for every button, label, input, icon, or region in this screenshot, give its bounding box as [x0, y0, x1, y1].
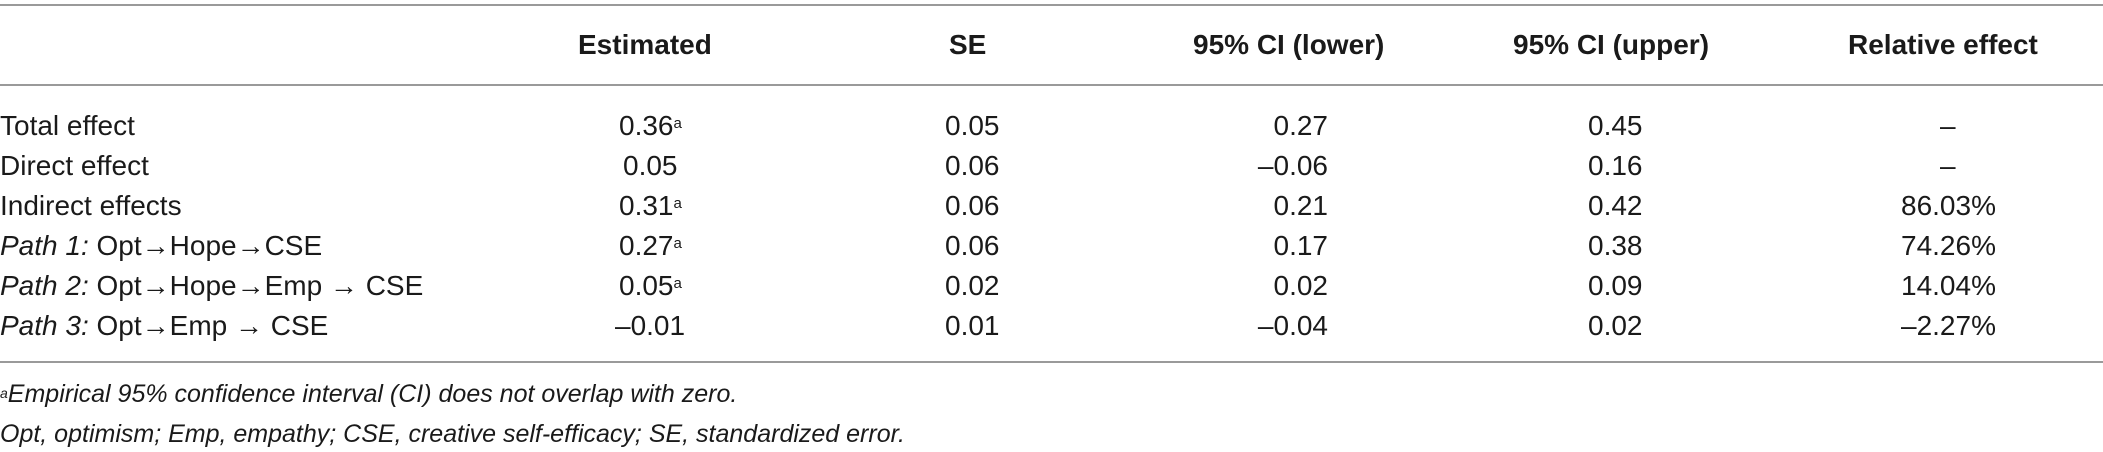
cell-ci-lower-value: –0.06 — [1257, 150, 1328, 181]
cell-ci-upper: 0.42 — [1588, 186, 1643, 226]
cell-relative-effect-value: 74.26% — [1901, 230, 1996, 261]
cell-ci-upper-value: 0.45 — [1588, 110, 1643, 141]
cell-se-value: 0.06 — [945, 230, 1000, 261]
row-label: Path 3: Opt→Emp → CSE — [0, 306, 328, 346]
cell-ci-upper: 0.02 — [1588, 306, 1643, 346]
table-bottom-rule — [0, 361, 2103, 363]
cell-estimated: 0.05 — [623, 146, 678, 186]
row-label-text: Indirect effects — [0, 190, 182, 221]
cell-relative-effect-value: – — [1940, 110, 1956, 141]
row-label: Total effect — [0, 106, 135, 146]
row-label-text: Opt→Hope→CSE — [88, 230, 323, 261]
cell-se-value: 0.06 — [945, 150, 1000, 181]
header-estimated: Estimated — [578, 29, 712, 60]
table-top-rule — [0, 4, 2103, 6]
row-label: Direct effect — [0, 146, 149, 186]
cell-ci-lower: 0.27 — [1274, 106, 1329, 146]
cell-ci-lower-value: –0.04 — [1257, 310, 1328, 341]
cell-ci-lower: –0.06 — [1258, 146, 1328, 186]
row-label-text: Opt→Hope→Emp → CSE — [88, 270, 424, 301]
cell-estimated-value: 0.36 — [619, 110, 674, 141]
cell-ci-upper-value: 0.09 — [1588, 270, 1643, 301]
cell-estimated: 0.31a — [619, 186, 682, 226]
cell-ci-upper: 0.16 — [1588, 146, 1643, 186]
table-row: Path 2: Opt→Hope→Emp → CSE 0.05a 0.02 0.02 0… — [0, 266, 2103, 306]
path-prefix: Path 1: — [0, 230, 89, 261]
cell-relative-effect-value: –2.27% — [1901, 310, 1996, 341]
table-row: Indirect effects 0.31a 0.06 0.21 0.42 86.03% — [0, 186, 2103, 226]
cell-ci-lower: 0.17 — [1274, 226, 1329, 266]
header-se: SE — [949, 29, 987, 60]
header-ci-lower: 95% CI (lower) — [1193, 29, 1385, 60]
row-label: Path 2: Opt→Hope→Emp → CSE — [0, 266, 423, 306]
cell-ci-upper-value: 0.16 — [1588, 150, 1643, 181]
table-header-rule — [0, 84, 2103, 86]
cell-ci-lower-value: 0.02 — [1273, 270, 1329, 301]
cell-estimated: 0.05a — [619, 266, 682, 306]
cell-se: 0.01 — [945, 306, 1000, 346]
row-label-text: Opt→Emp → CSE — [88, 310, 329, 341]
significance-marker: a — [673, 115, 682, 132]
cell-se-value: 0.01 — [945, 310, 1000, 341]
cell-relative-effect-value: – — [1940, 150, 1956, 181]
path-prefix: Path 2: — [0, 270, 89, 301]
footnote-a-marker: a — [0, 385, 8, 401]
cell-se: 0.06 — [945, 226, 1000, 266]
significance-marker: a — [673, 195, 682, 212]
cell-estimated-value: –0.01 — [615, 310, 686, 341]
cell-relative-effect-value: 86.03% — [1901, 190, 1996, 221]
header-relative-effect: Relative effect — [1848, 29, 2038, 60]
cell-se-value: 0.05 — [945, 110, 1000, 141]
cell-relative-effect: 74.26% — [1901, 226, 1996, 266]
cell-relative-effect: – — [1940, 106, 1956, 146]
cell-se: 0.05 — [945, 106, 1000, 146]
table-row: Direct effect 0.05 0.06 –0.06 0.16 – — [0, 146, 2103, 186]
row-label: Path 1: Opt→Hope→CSE — [0, 226, 322, 266]
cell-ci-upper-value: 0.42 — [1588, 190, 1643, 221]
cell-se: 0.02 — [945, 266, 1000, 306]
cell-estimated-value: 0.31 — [619, 190, 674, 221]
cell-relative-effect: – — [1940, 146, 1956, 186]
cell-estimated: 0.36a — [619, 106, 682, 146]
cell-ci-upper-value: 0.38 — [1588, 230, 1643, 261]
cell-estimated: 0.27a — [619, 226, 682, 266]
cell-ci-upper: 0.38 — [1588, 226, 1643, 266]
significance-marker: a — [673, 275, 682, 292]
cell-ci-upper: 0.45 — [1588, 106, 1643, 146]
cell-ci-lower: 0.21 — [1274, 186, 1329, 226]
cell-ci-lower-value: 0.27 — [1273, 110, 1329, 141]
cell-relative-effect: 14.04% — [1901, 266, 1996, 306]
cell-ci-upper: 0.09 — [1588, 266, 1643, 306]
cell-ci-lower: –0.04 — [1258, 306, 1328, 346]
table-row: Total effect 0.36a 0.05 0.27 0.45 – — [0, 106, 2103, 146]
cell-se: 0.06 — [945, 186, 1000, 226]
header-ci-upper: 95% CI (upper) — [1513, 29, 1710, 60]
row-label: Indirect effects — [0, 186, 182, 226]
significance-marker: a — [673, 235, 682, 252]
cell-ci-lower-value: 0.17 — [1273, 230, 1329, 261]
cell-ci-lower: 0.02 — [1274, 266, 1329, 306]
row-label-text: Total effect — [0, 110, 135, 141]
cell-relative-effect: –2.27% — [1901, 306, 1996, 346]
cell-relative-effect: 86.03% — [1901, 186, 1996, 226]
footnote-a-text: Empirical 95% confidence interval (CI) d… — [7, 380, 738, 408]
cell-se-value: 0.06 — [945, 190, 1000, 221]
footnote-abbreviations: Opt, optimism; Emp, empathy; CSE, creati… — [0, 420, 905, 448]
cell-se-value: 0.02 — [945, 270, 1000, 301]
path-prefix: Path 3: — [0, 310, 89, 341]
cell-se: 0.06 — [945, 146, 1000, 186]
cell-estimated: –0.01 — [615, 306, 685, 346]
cell-estimated-value: 0.05 — [619, 270, 674, 301]
table-row: Path 3: Opt→Emp → CSE –0.01 0.01 –0.04 0.02 –… — [0, 306, 2103, 346]
row-label-text: Direct effect — [0, 150, 149, 181]
cell-relative-effect-value: 14.04% — [1901, 270, 1996, 301]
cell-estimated-value: 0.05 — [623, 150, 678, 181]
cell-ci-upper-value: 0.02 — [1588, 310, 1643, 341]
cell-ci-lower-value: 0.21 — [1273, 190, 1329, 221]
table-row: Path 1: Opt→Hope→CSE 0.27a 0.06 0.17 0.38 74.… — [0, 226, 2103, 266]
cell-estimated-value: 0.27 — [619, 230, 674, 261]
footnote-a: aEmpirical 95% confidence interval (CI) … — [0, 378, 737, 410]
